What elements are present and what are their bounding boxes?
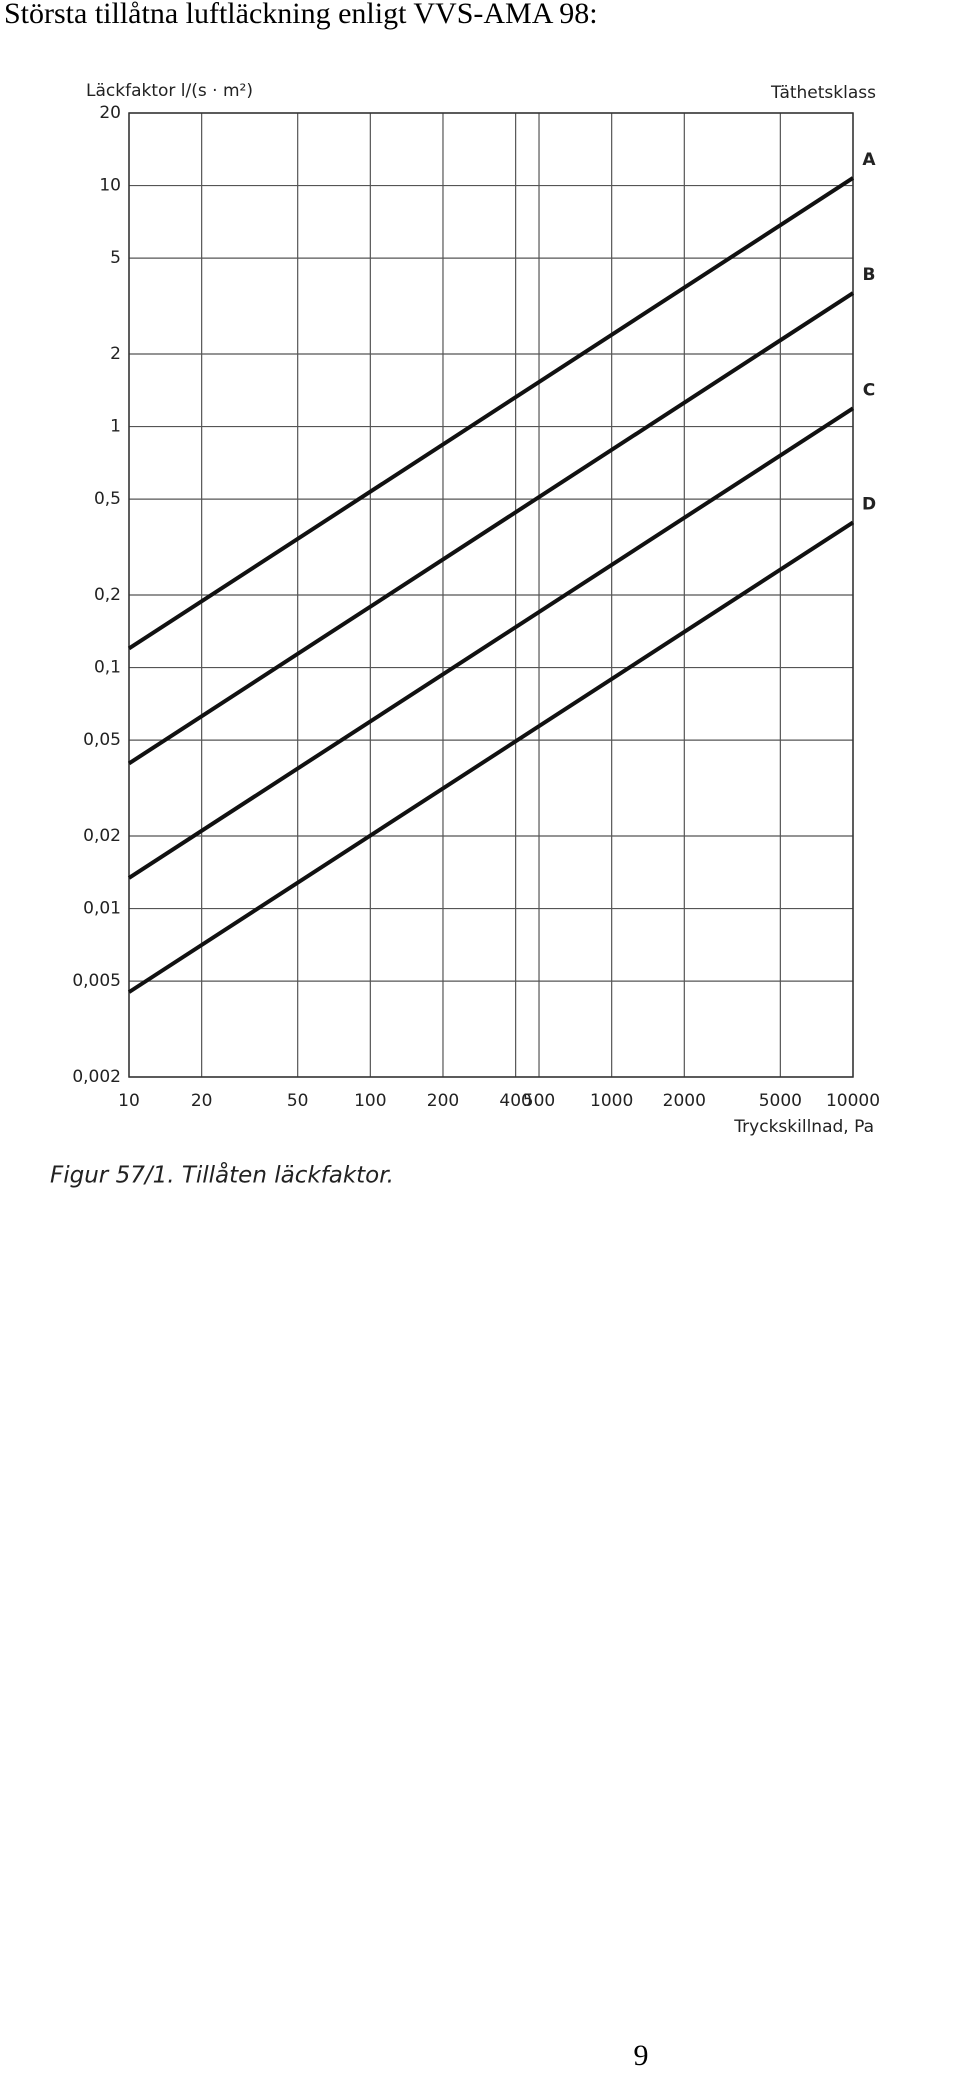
y-axis-label: Läckfaktor l/(s · m²) — [86, 81, 253, 101]
x-tick-label: 2000 — [663, 1091, 706, 1111]
x-tick-label: 5000 — [759, 1091, 802, 1111]
x-tick-label: 100 — [354, 1091, 386, 1111]
caption: Figur 57/1. Tillåten läckfaktor. — [50, 1161, 394, 1189]
x-tick-label: 500 — [523, 1091, 555, 1111]
y-tick-label: 0,2 — [94, 585, 121, 605]
y-tick-label: 0,05 — [83, 730, 121, 750]
series-line — [127, 406, 855, 880]
y-tick-label: 20 — [99, 103, 121, 123]
series-label: C — [863, 380, 875, 400]
heading: Största tillåtna luftläckning enligt VVS… — [4, 0, 598, 30]
y-tick-label: 0,02 — [83, 826, 121, 846]
y-tick-label: 10 — [99, 176, 121, 196]
x-axis-label: Tryckskillnad, Pa — [733, 1117, 874, 1137]
y-tick-label: 5 — [110, 248, 121, 268]
page-number: 9 — [634, 2039, 649, 2072]
y-tick-label: 0,005 — [72, 971, 121, 991]
x-tick-label: 50 — [287, 1091, 309, 1111]
x-tick-label: 400 — [499, 1091, 531, 1111]
x-tick-label: 200 — [427, 1091, 459, 1111]
series-label: A — [862, 150, 876, 170]
y-tick-label: 1 — [110, 417, 121, 437]
x-tick-label: 10 — [118, 1091, 140, 1111]
series-line — [127, 291, 855, 766]
y-tick-label: 0,01 — [83, 899, 121, 919]
legend-title: Täthetsklass — [770, 83, 876, 103]
series-label: D — [862, 494, 876, 514]
plot-frame — [128, 112, 854, 1078]
y-tick-label: 0,002 — [72, 1067, 121, 1087]
y-tick-label: 2 — [110, 344, 121, 364]
y-tick-label: 0,1 — [94, 658, 121, 678]
series-line — [127, 176, 855, 651]
series-label: B — [863, 265, 876, 285]
x-tick-label: 10000 — [826, 1091, 880, 1111]
x-tick-label: 20 — [191, 1091, 213, 1111]
series-line — [127, 520, 855, 994]
x-tick-label: 1000 — [590, 1091, 633, 1111]
y-tick-label: 0,5 — [94, 489, 121, 509]
